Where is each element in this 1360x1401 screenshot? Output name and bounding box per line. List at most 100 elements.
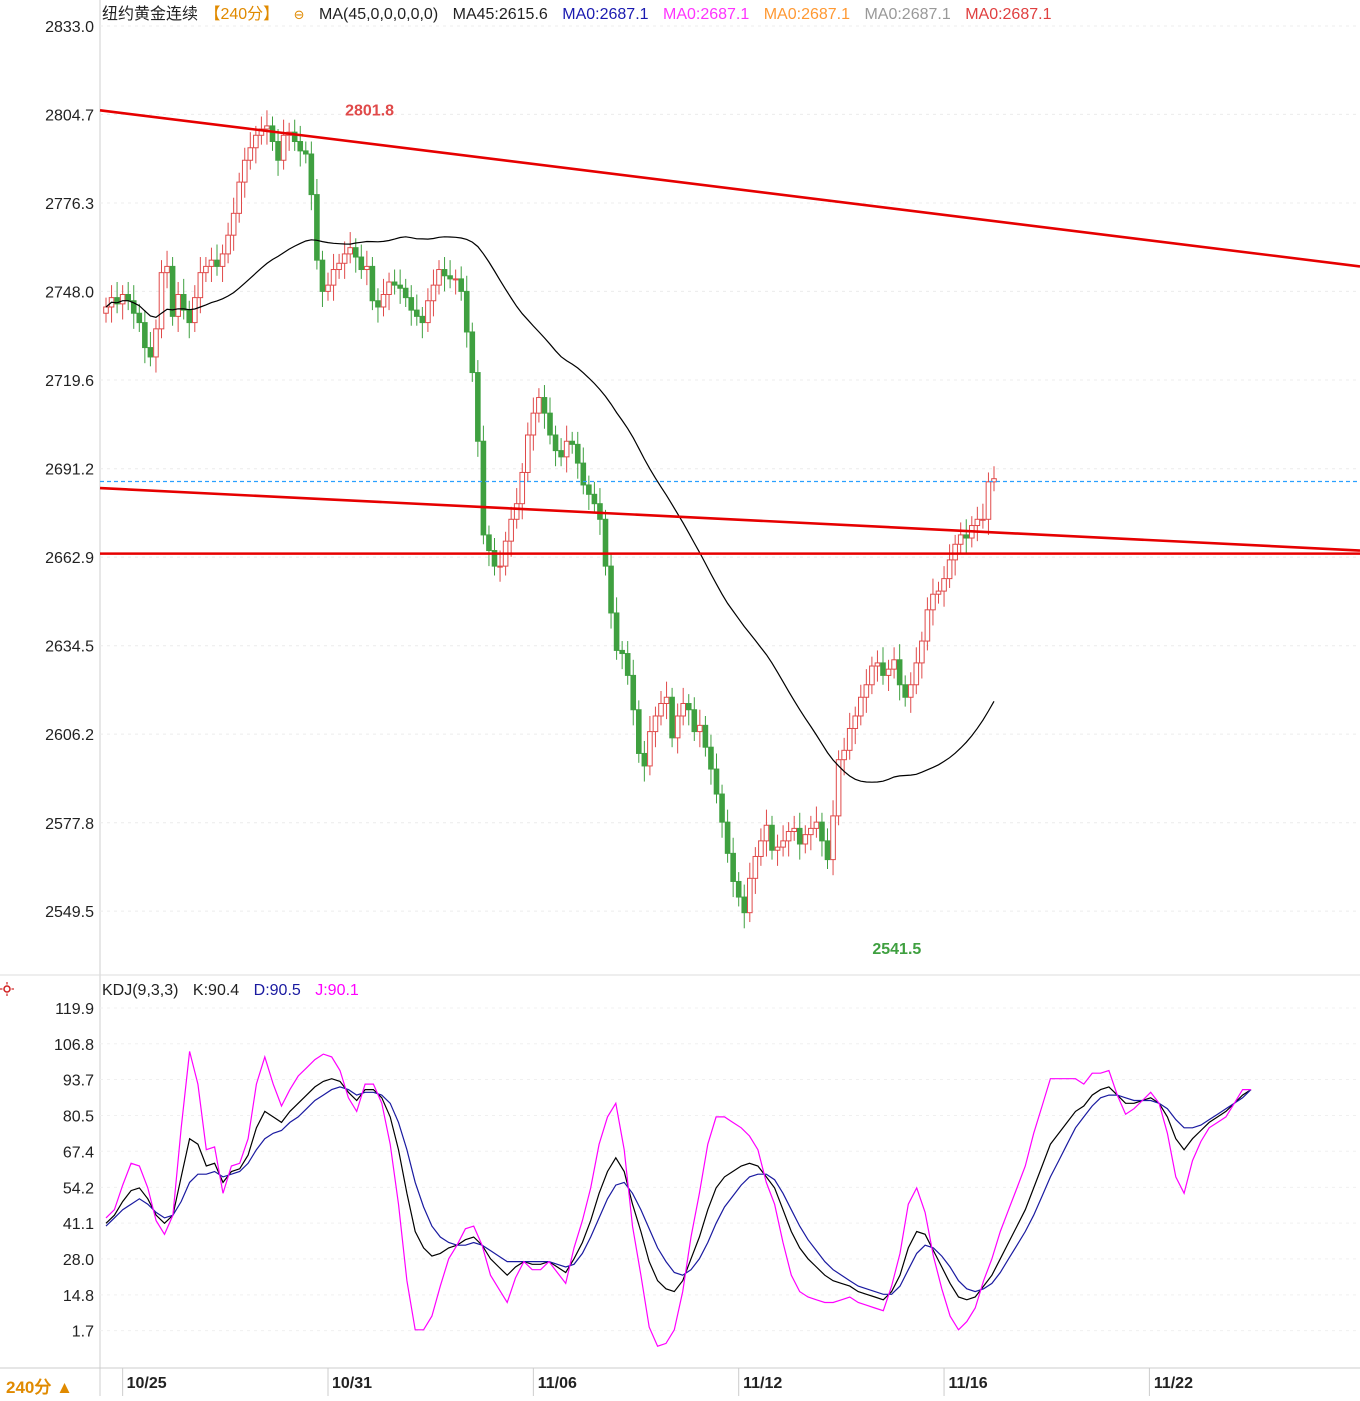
settings-sun-icon[interactable] bbox=[0, 982, 14, 996]
candle-body bbox=[158, 272, 165, 330]
kdj-d-value: D:90.5 bbox=[253, 982, 301, 999]
candle-body bbox=[186, 309, 193, 324]
candle-body bbox=[386, 281, 392, 296]
candle-body bbox=[830, 815, 836, 861]
ma45-value: MA45:2615.6 bbox=[452, 6, 548, 23]
candle-body bbox=[291, 131, 298, 143]
candle-body bbox=[214, 259, 220, 267]
ma45-line bbox=[105, 236, 995, 783]
price-tick-label: 2577.8 bbox=[45, 816, 94, 833]
price-tick-label: 2549.5 bbox=[45, 904, 94, 921]
candle-body bbox=[685, 702, 692, 711]
candle-body bbox=[858, 696, 864, 717]
x-tick-label: 11/16 bbox=[948, 1375, 987, 1392]
candle-body bbox=[402, 287, 409, 299]
candle-body bbox=[119, 294, 126, 305]
candle-body bbox=[941, 578, 947, 592]
candle-body bbox=[314, 194, 320, 261]
candle-body bbox=[197, 272, 204, 299]
trend-line bbox=[99, 486, 1360, 552]
price-tick-label: 2804.7 bbox=[45, 107, 94, 124]
candle-body bbox=[952, 543, 958, 561]
candle-body bbox=[813, 821, 820, 829]
instrument-name: 纽约黄金连续 bbox=[102, 6, 199, 23]
candle-body bbox=[547, 412, 553, 436]
trend-line bbox=[99, 109, 1360, 268]
candle-body bbox=[763, 824, 770, 842]
candle-body bbox=[341, 253, 348, 264]
candle-body bbox=[652, 715, 659, 733]
ma0-value-1: MA0:2687.1 bbox=[562, 6, 649, 23]
candle-body bbox=[624, 653, 631, 676]
kdj-tick-label: 1.7 bbox=[72, 1324, 94, 1341]
candle-body bbox=[208, 259, 215, 267]
candle-body bbox=[702, 724, 709, 748]
candle-body bbox=[491, 550, 498, 567]
candle-body bbox=[369, 265, 376, 302]
candle-body bbox=[708, 746, 714, 770]
candle-body bbox=[902, 684, 909, 698]
candle-body bbox=[885, 668, 892, 676]
kdj-tick-label: 41.1 bbox=[63, 1216, 94, 1233]
kdj-param[interactable]: KDJ(9,3,3) bbox=[102, 982, 179, 999]
price-tick-label: 2833.0 bbox=[45, 19, 94, 36]
kdj-tick-label: 28.0 bbox=[63, 1252, 94, 1269]
candle-body bbox=[930, 593, 936, 611]
ma0-value-5: MA0:2687.1 bbox=[965, 6, 1052, 23]
candle-body bbox=[153, 328, 159, 358]
candle-body bbox=[475, 372, 481, 442]
candle-body bbox=[508, 518, 514, 542]
candle-body bbox=[669, 696, 675, 739]
candle-body bbox=[758, 840, 764, 857]
candle-body bbox=[774, 846, 781, 851]
candle-body bbox=[791, 827, 798, 833]
candle-body bbox=[647, 731, 653, 767]
candle-body bbox=[796, 827, 803, 845]
ma-toggle-icon[interactable]: ⊖ bbox=[293, 7, 305, 22]
candle-body bbox=[563, 440, 570, 458]
candle-body bbox=[142, 322, 148, 349]
candle-body bbox=[841, 749, 847, 761]
candle-body bbox=[525, 434, 531, 473]
candle-body bbox=[891, 659, 897, 670]
candle-body bbox=[380, 294, 387, 308]
candle-body bbox=[680, 702, 687, 717]
candle-body bbox=[486, 534, 492, 552]
price-tick-label: 2606.2 bbox=[45, 727, 94, 744]
candle-body bbox=[497, 565, 503, 568]
candle-body bbox=[574, 443, 581, 464]
candle-body bbox=[924, 609, 931, 642]
candle-body bbox=[658, 702, 664, 717]
ma-param[interactable]: MA(45,0,0,0,0,0) bbox=[318, 6, 439, 23]
price-tick-label: 2776.3 bbox=[45, 196, 94, 213]
candle-body bbox=[103, 306, 109, 314]
candle-body bbox=[519, 471, 526, 505]
candle-body bbox=[175, 294, 181, 317]
candle-body bbox=[869, 665, 875, 686]
candle-body bbox=[835, 759, 842, 817]
candle-body bbox=[663, 696, 670, 704]
candle-body bbox=[569, 440, 576, 445]
candle-body bbox=[896, 659, 903, 686]
candle-body bbox=[364, 265, 370, 271]
kdj-k-line bbox=[105, 1078, 1252, 1301]
candle-body bbox=[602, 518, 609, 567]
candle-body bbox=[136, 312, 143, 324]
candle-body bbox=[552, 434, 559, 452]
price-tick-label: 2662.9 bbox=[45, 550, 94, 567]
candle-body bbox=[974, 518, 981, 527]
candle-body bbox=[469, 331, 476, 374]
low-price-label: 2541.5 bbox=[872, 941, 921, 958]
candle-body bbox=[991, 478, 997, 483]
period-badge[interactable]: 【240分】 bbox=[204, 6, 280, 23]
price-tick-label: 2719.6 bbox=[45, 373, 94, 390]
period-selector[interactable]: 240分 ▲ bbox=[6, 1378, 73, 1397]
candle-body bbox=[985, 481, 992, 520]
candle-body bbox=[586, 484, 592, 495]
candle-body bbox=[436, 269, 442, 286]
candle-body bbox=[713, 768, 720, 795]
candle-body bbox=[130, 300, 137, 314]
candle-body bbox=[247, 147, 254, 161]
candle-body bbox=[541, 397, 548, 414]
x-tick-label: 11/22 bbox=[1154, 1375, 1193, 1392]
